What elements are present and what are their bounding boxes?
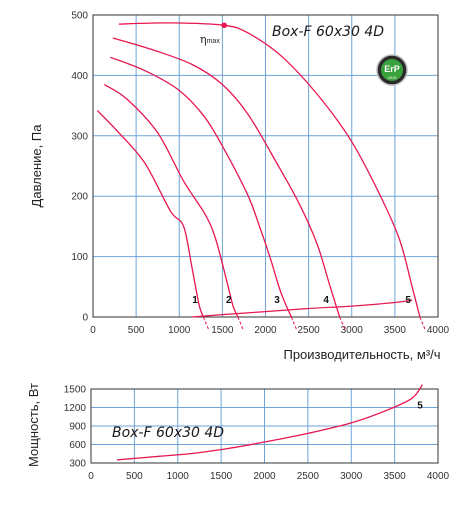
x-tick-labels: 0 500 1000 1500 2000 2500 3000 3500 4000 (88, 471, 449, 482)
y-tick-label: 200 (71, 192, 88, 203)
curve-labels: 5 (417, 400, 423, 411)
chart-title: Box-F 60x30 4D (272, 24, 384, 40)
fan-curve-5 (118, 22, 421, 318)
curve-labels: 1 2 3 4 5 (192, 295, 411, 306)
x-axis-title: Производительность, м³/ч (283, 347, 440, 362)
fan-curve-tail-4 (339, 316, 346, 330)
fan-curve-2 (103, 83, 239, 318)
curve-label-3: 3 (274, 295, 280, 306)
y-tick-labels: 0 100 200 300 400 500 (71, 11, 88, 324)
x-tick-label: 2500 (297, 471, 320, 482)
fan-curves (96, 22, 426, 330)
curve-label-4: 4 (323, 295, 329, 306)
y-tick-label: 500 (71, 11, 88, 22)
y-tick-label: 0 (82, 313, 88, 324)
x-tick-label: 2500 (298, 325, 321, 336)
x-tick-label: 4000 (427, 325, 450, 336)
y-tick-label: 400 (71, 71, 88, 82)
fan-curve-tail-2 (237, 316, 244, 330)
curve-label-2: 2 (226, 295, 232, 306)
eta-max-label: ηmax (200, 33, 220, 46)
y-tick-label: 600 (69, 440, 86, 451)
plot-border (92, 14, 439, 318)
erp-logo-year: 2015 (388, 75, 398, 80)
fan-curve-tail-5 (419, 316, 426, 330)
system-curve (192, 299, 413, 318)
x-tick-labels: 0 500 1000 1500 2000 2500 3000 3500 4000 (90, 325, 449, 336)
x-tick-label: 1500 (210, 471, 233, 482)
x-tick-label: 1500 (211, 325, 234, 336)
y-tick-labels: 300 600 900 1200 1500 (64, 385, 87, 470)
y-tick-label: 100 (71, 252, 88, 263)
x-tick-label: 500 (128, 325, 145, 336)
x-tick-label: 3500 (384, 325, 407, 336)
y-axis-title: Давление, Па (29, 124, 44, 208)
pressure-chart: 0 500 1000 1500 2000 2500 3000 3500 4000 0100200… (29, 11, 450, 363)
x-tick-label: 1000 (167, 471, 190, 482)
y-tick-label: 1500 (64, 385, 87, 396)
curve-label-1: 1 (192, 295, 198, 306)
x-tick-label: 3000 (340, 471, 363, 482)
fan-curve-1 (96, 109, 205, 318)
eta-max-marker (221, 22, 227, 29)
fan-curve-tail-1 (202, 316, 209, 330)
x-tick-label: 500 (126, 471, 143, 482)
fan-curve-4 (112, 37, 341, 318)
eta-symbol: η (200, 33, 207, 46)
fan-curve-tail-3 (290, 316, 297, 330)
erp-logo: ErP 2015 (376, 54, 408, 86)
erp-badge-inner (381, 59, 403, 81)
power-curves (116, 384, 423, 461)
x-tick-label: 4000 (427, 471, 450, 482)
y-axis-title: Мощность, Вт (26, 383, 41, 467)
y-tick-label: 900 (69, 422, 86, 433)
y-tick-label: 300 (69, 459, 86, 470)
power-chart: 0 500 1000 1500 2000 2500 3000 3500 4000 300 600 9… (26, 383, 450, 482)
chart-title: Box-F 60x30 4D (112, 425, 224, 441)
eta-subscript: max (207, 38, 221, 45)
fan-curve-3 (110, 56, 292, 318)
x-tick-label: 2000 (253, 471, 276, 482)
x-tick-label: 3000 (341, 325, 364, 336)
x-tick-label: 0 (88, 471, 94, 482)
power-curve-5 (116, 384, 423, 461)
y-tick-label: 1200 (64, 403, 87, 414)
x-tick-label: 1000 (168, 325, 191, 336)
x-tick-label: 2000 (254, 325, 277, 336)
y-tick-label: 300 (71, 131, 88, 142)
plot-frame (90, 388, 439, 464)
plot-border (90, 388, 439, 464)
x-tick-label: 0 (90, 325, 96, 336)
erp-logo-text: ErP (384, 64, 400, 74)
curve-label-5: 5 (405, 295, 411, 306)
curve-label-5: 5 (417, 400, 423, 411)
plot-frame (92, 14, 439, 318)
x-tick-label: 3500 (384, 471, 407, 482)
